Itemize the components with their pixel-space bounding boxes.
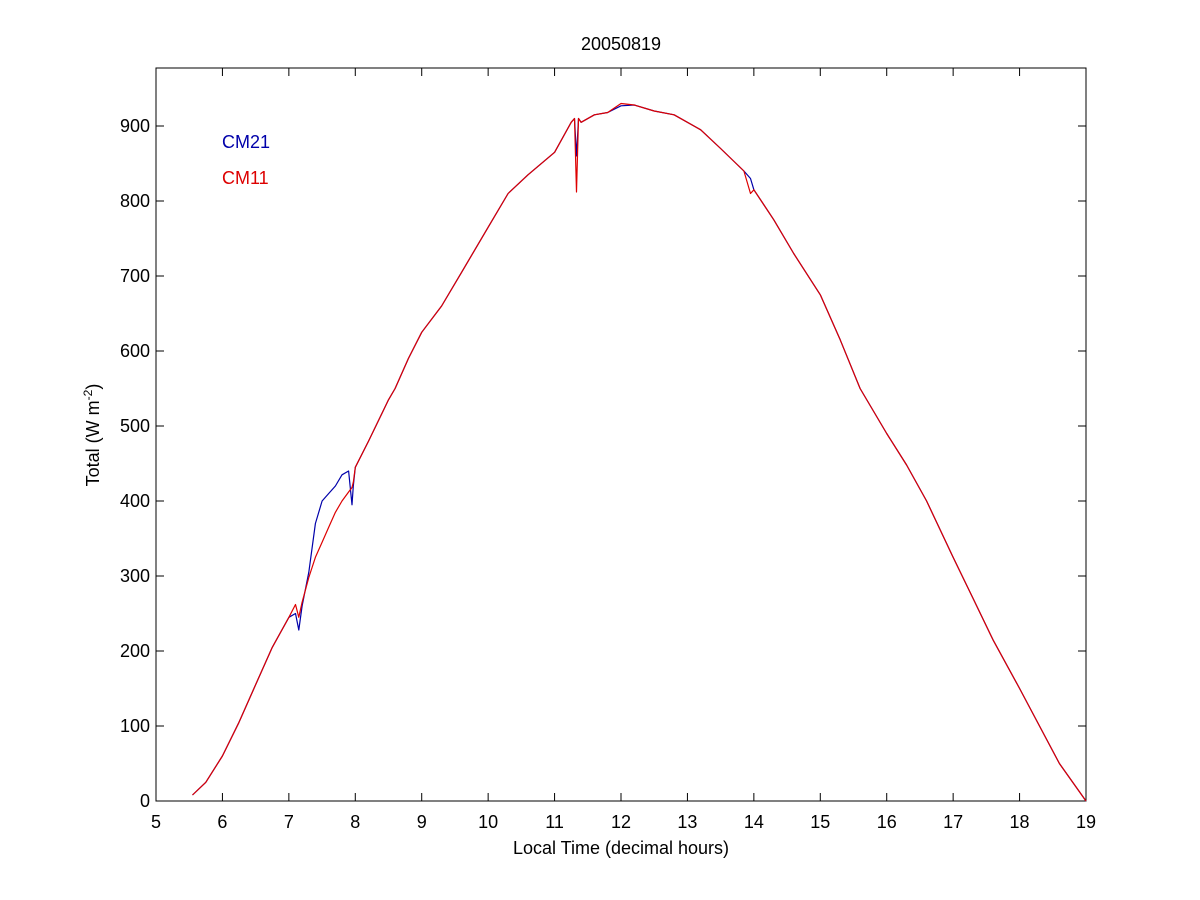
x-tick-label: 14 xyxy=(744,812,764,832)
legend-entry-cm11: CM11 xyxy=(222,168,269,188)
axis-ticks: 5 6 7 8 9 10 11 12 13 14 15 16 17 18 19 0 100 200 300 400 50… xyxy=(120,68,1096,832)
y-axis-label-superscript: -2 xyxy=(81,389,95,400)
x-tick-label: 12 xyxy=(611,812,631,832)
y-tick-label: 400 xyxy=(120,491,150,511)
x-tick-label: 5 xyxy=(151,812,161,832)
series-layer xyxy=(192,102,1087,802)
y-axis-label-close: ) xyxy=(83,384,103,390)
x-tick-label: 18 xyxy=(1010,812,1030,832)
plot-area-frame xyxy=(155,67,1087,802)
x-tick-label: 6 xyxy=(217,812,227,832)
series-line-cm11 xyxy=(192,102,1087,802)
y-tick-label: 200 xyxy=(120,641,150,661)
x-tick-label: 13 xyxy=(677,812,697,832)
y-tick-label: 700 xyxy=(120,266,150,286)
x-tick-label: 10 xyxy=(478,812,498,832)
x-tick-label: 7 xyxy=(284,812,294,832)
y-axis-label: Total (W m-2) xyxy=(81,384,103,487)
chart-title: 20050819 xyxy=(581,34,661,54)
x-tick-label: 17 xyxy=(943,812,963,832)
x-tick-label: 9 xyxy=(417,812,427,832)
x-tick-label: 15 xyxy=(810,812,830,832)
y-axis-label-main: Total (W m xyxy=(83,400,103,486)
y-tick-label: 800 xyxy=(120,191,150,211)
y-tick-label: 900 xyxy=(120,116,150,136)
legend-entry-cm21: CM21 xyxy=(222,132,270,152)
y-tick-label: 300 xyxy=(120,566,150,586)
x-axis-label: Local Time (decimal hours) xyxy=(513,838,729,858)
x-tick-label: 11 xyxy=(545,812,564,832)
y-tick-label: 600 xyxy=(120,341,150,361)
y-tick-label: 0 xyxy=(140,791,150,811)
y-tick-label: 100 xyxy=(120,716,150,736)
x-tick-label: 16 xyxy=(877,812,897,832)
x-tick-label: 19 xyxy=(1076,812,1096,832)
y-tick-label: 500 xyxy=(120,416,150,436)
x-tick-label: 8 xyxy=(350,812,360,832)
